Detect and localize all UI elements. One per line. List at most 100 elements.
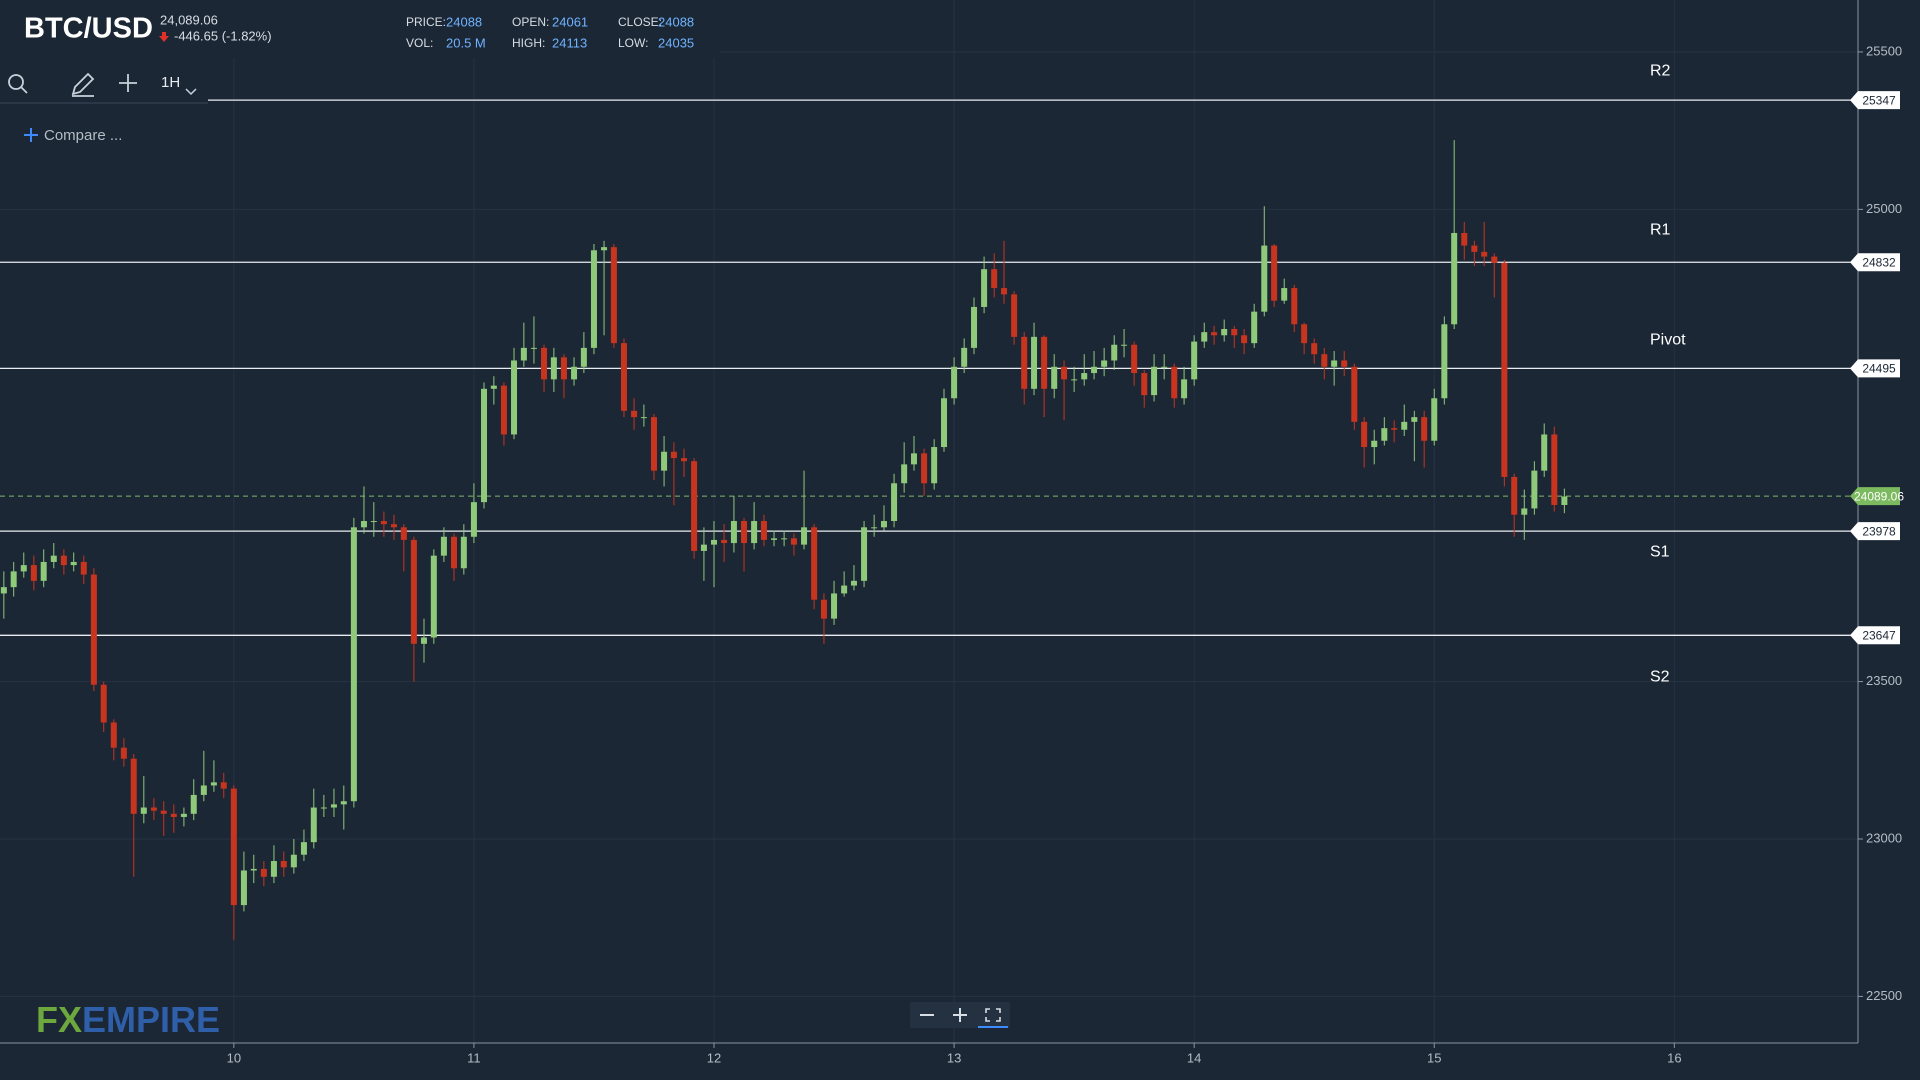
- zoom-in[interactable]: [953, 1008, 967, 1022]
- candle-body: [1051, 366, 1058, 389]
- candle-body: [80, 561, 87, 575]
- fullscreen[interactable]: [985, 1008, 1001, 1022]
- candle-body: [1551, 434, 1558, 505]
- level-name: R2: [1650, 62, 1671, 79]
- compare-plus[interactable]: [24, 128, 38, 142]
- candle-body: [50, 555, 57, 562]
- candle-body: [1161, 366, 1168, 368]
- candle-body: [370, 521, 377, 523]
- candle-body: [1141, 373, 1148, 396]
- candle-body: [871, 527, 878, 529]
- compare[interactable]: Compare ...: [44, 127, 122, 144]
- candle-body: [1381, 428, 1388, 441]
- candle-body: [1101, 360, 1108, 367]
- candle-body: [711, 539, 718, 545]
- candle-body: [10, 571, 17, 588]
- candle-body: [1461, 232, 1468, 246]
- interval-chevron[interactable]: [185, 88, 197, 96]
- level-label: 24832: [1862, 255, 1896, 269]
- candle-body: [1191, 341, 1198, 380]
- candle-body: [130, 758, 137, 814]
- candle-body: [120, 747, 127, 759]
- candle-body: [1261, 245, 1268, 312]
- candle-body: [640, 417, 647, 419]
- candle-body: [230, 788, 237, 906]
- candle-body: [1541, 434, 1548, 471]
- stat-value: 20.5 M: [446, 35, 486, 50]
- candle-body: [481, 388, 488, 503]
- candle-body: [1391, 428, 1398, 430]
- last-price-box: [1850, 487, 1900, 506]
- x-tick-label: 10: [227, 1050, 241, 1065]
- candle-body: [170, 813, 177, 817]
- crosshair-icon[interactable]: [119, 74, 137, 92]
- candle-body: [801, 527, 808, 545]
- candle-body: [1241, 335, 1248, 344]
- candle-body: [1151, 366, 1158, 396]
- candle-body: [60, 555, 67, 566]
- stat-value: 24088: [658, 14, 694, 29]
- labels: 10 11 12 13 14 15 16 22500 23000 23500 25000 25500 R…: [227, 43, 1905, 1065]
- candle-body: [0, 587, 7, 594]
- candle-body: [330, 804, 337, 808]
- candle-body: [1561, 496, 1568, 505]
- y-tick-label: 23500: [1866, 673, 1902, 688]
- stat-label: OPEN:: [512, 15, 549, 29]
- draw-icon[interactable]: [71, 72, 95, 97]
- stat-label: HIGH:: [512, 36, 545, 50]
- candle-body: [771, 538, 778, 540]
- candle-body: [300, 842, 307, 855]
- candle-body: [541, 347, 548, 380]
- interval[interactable]: 1H: [161, 74, 180, 91]
- watermark-empire: EMPIRE: [82, 999, 220, 1040]
- candle-body: [610, 247, 617, 344]
- change: -446.65 (-1.82%): [174, 28, 272, 43]
- candle-body: [100, 684, 107, 723]
- level-name: S1: [1650, 543, 1670, 560]
- candle-body: [1131, 344, 1138, 374]
- candle-body: [320, 807, 327, 809]
- y-tick-label: 22500: [1866, 988, 1902, 1003]
- candle-body: [1171, 366, 1178, 399]
- candle-body: [1511, 476, 1518, 515]
- y-tick-label: 25500: [1866, 43, 1902, 58]
- level-box: [1850, 91, 1900, 110]
- candle-body: [631, 410, 638, 418]
- candle-body: [250, 868, 257, 871]
- candle-body: [490, 385, 497, 389]
- candle-body: [420, 637, 427, 644]
- candle-body: [571, 366, 578, 380]
- candle-body: [1301, 324, 1308, 344]
- candle-body: [831, 593, 838, 619]
- candle-body: [530, 347, 537, 349]
- candle-body: [1411, 417, 1418, 422]
- candle-body: [1111, 344, 1118, 361]
- candle-body: [210, 782, 217, 786]
- search-icon[interactable]: [8, 74, 28, 94]
- candle-body: [921, 453, 928, 484]
- candle-body: [280, 861, 287, 868]
- x-tick-label: 14: [1187, 1050, 1201, 1065]
- axes: [0, 0, 1863, 1048]
- candle-body: [550, 357, 557, 380]
- candle-body: [430, 555, 437, 638]
- symbol: BTC/USD: [24, 13, 153, 45]
- candle-body: [350, 527, 357, 802]
- candle-body: [1221, 328, 1228, 336]
- level-box: [1850, 626, 1900, 645]
- candles: [0, 140, 1568, 940]
- candle-body: [260, 868, 267, 877]
- stat-value: 24035: [658, 35, 694, 50]
- candle-body: [1211, 332, 1218, 336]
- candle-body: [240, 870, 247, 906]
- level-name: Pivot: [1650, 332, 1686, 349]
- candle-body: [1201, 332, 1208, 342]
- candle-body: [700, 544, 707, 551]
- zoom-controls: [910, 1002, 1010, 1028]
- candle-body: [1291, 288, 1298, 325]
- candle-body: [220, 782, 227, 789]
- candle-body: [180, 813, 187, 817]
